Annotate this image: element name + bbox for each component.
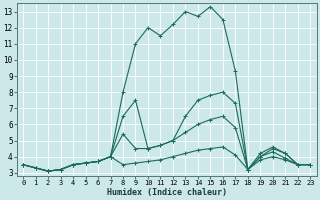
X-axis label: Humidex (Indice chaleur): Humidex (Indice chaleur) xyxy=(107,188,227,197)
